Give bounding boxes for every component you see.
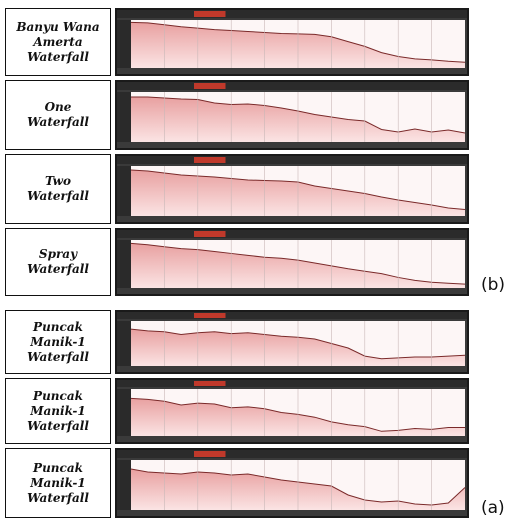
elevation-profile-chart (115, 448, 469, 518)
y-axis-strip (117, 240, 131, 288)
group-tag-a: (a) (481, 498, 505, 518)
toolbar-highlight (194, 83, 226, 89)
profile-svg (117, 82, 467, 142)
waterfall-label: Two Waterfall (5, 154, 111, 224)
waterfall-label: Puncak Manik-1 Waterfall (5, 310, 111, 374)
waterfall-label: Banyu Wana Amerta Waterfall (5, 8, 111, 76)
elevation-profile-chart (115, 80, 469, 150)
toolbar-strip (117, 312, 467, 319)
toolbar-highlight (194, 231, 226, 237)
profile-svg (117, 10, 467, 68)
row-banyu-wana-amerta: Banyu Wana Amerta Waterfall (5, 8, 475, 76)
profile-svg (117, 230, 467, 288)
toolbar-highlight (194, 157, 226, 163)
elevation-profile-chart (115, 154, 469, 224)
waterfall-label: Puncak Manik-1 Waterfall (5, 448, 111, 518)
elevation-profile-chart (115, 310, 469, 374)
toolbar-highlight (194, 313, 226, 318)
elevation-profile-chart (115, 228, 469, 296)
toolbar-highlight (194, 11, 226, 17)
row-puncak-manik-1: Puncak Manik-1 Waterfall (5, 310, 475, 374)
toolbar-strip (117, 156, 467, 164)
row-two-waterfall: Two Waterfall (5, 154, 475, 224)
elevation-profile-chart (115, 8, 469, 76)
toolbar-strip (117, 450, 467, 458)
y-axis-strip (117, 20, 131, 68)
toolbar-strip (117, 380, 467, 387)
profile-svg (117, 450, 467, 510)
waterfall-label: Puncak Manik-1 Waterfall (5, 378, 111, 444)
toolbar-strip (117, 82, 467, 90)
toolbar-highlight (194, 451, 226, 457)
y-axis-strip (117, 389, 131, 436)
profile-svg (117, 380, 467, 436)
row-puncak-manik-2: Puncak Manik-1 Waterfall (5, 378, 475, 444)
row-one-waterfall: One Waterfall (5, 80, 475, 150)
group-tag-b: (b) (481, 275, 506, 295)
row-spray-waterfall: Spray Waterfall (5, 228, 475, 296)
row-puncak-manik-3: Puncak Manik-1 Waterfall (5, 448, 475, 518)
profile-svg (117, 156, 467, 216)
elevation-profile-chart (115, 378, 469, 444)
y-axis-strip (117, 166, 131, 216)
waterfall-label: One Waterfall (5, 80, 111, 150)
y-axis-strip (117, 460, 131, 510)
profile-svg (117, 312, 467, 366)
toolbar-strip (117, 230, 467, 238)
toolbar-strip (117, 10, 467, 18)
y-axis-strip (117, 321, 131, 366)
y-axis-strip (117, 92, 131, 142)
toolbar-highlight (194, 381, 226, 386)
waterfall-label: Spray Waterfall (5, 228, 111, 296)
